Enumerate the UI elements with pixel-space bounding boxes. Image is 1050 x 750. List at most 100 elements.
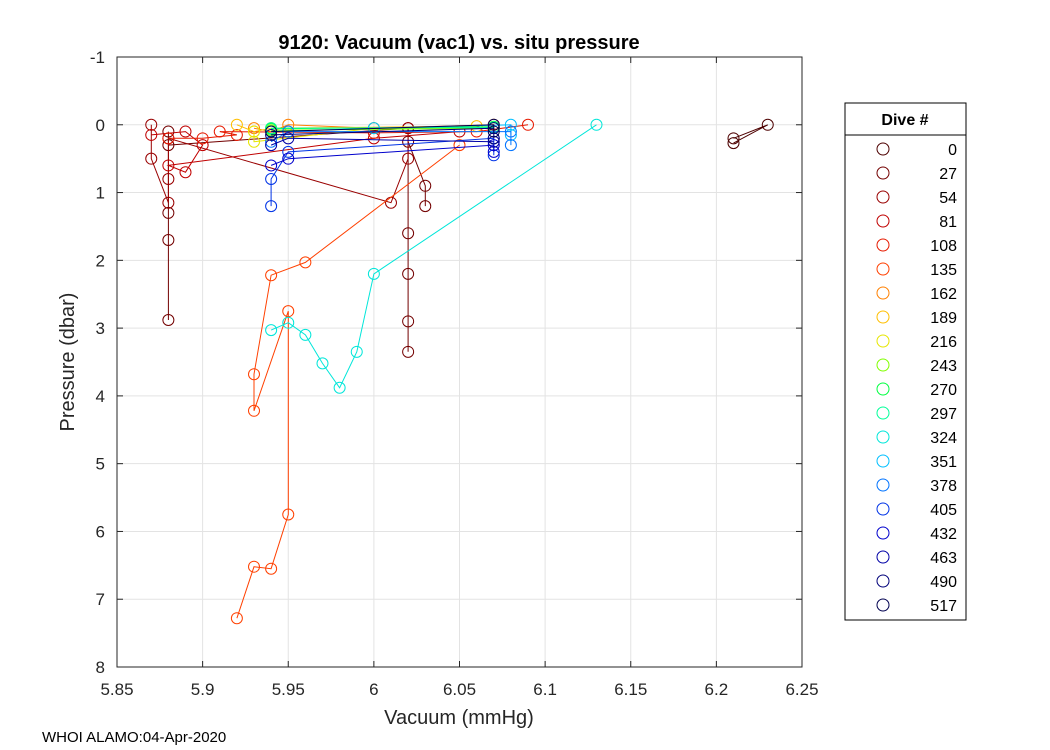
- legend-label: 0: [948, 142, 957, 159]
- data-point: [248, 125, 260, 138]
- legend-marker: [876, 286, 890, 300]
- legend-entry: 81: [876, 214, 957, 231]
- legend-entry: 54: [876, 190, 957, 207]
- legend-label: 405: [930, 502, 957, 519]
- series-line: [270, 124, 597, 389]
- data-point: [727, 132, 740, 145]
- legend-label: 189: [930, 310, 957, 327]
- legend-entry: 297: [876, 406, 957, 423]
- x-tick-label: 6: [369, 680, 378, 699]
- legend-label: 135: [930, 262, 957, 279]
- legend-marker: [876, 334, 890, 348]
- data-point: [265, 135, 278, 148]
- data-point: [162, 173, 175, 185]
- x-tick-label: 6.15: [614, 680, 647, 699]
- data-point: [179, 125, 192, 138]
- data-point: [196, 132, 209, 145]
- data-point: [145, 128, 158, 141]
- data-point: [487, 145, 500, 158]
- legend-marker: [876, 142, 890, 156]
- data-point: [213, 125, 226, 138]
- legend-marker: [876, 574, 890, 588]
- legend-label: 297: [930, 406, 957, 423]
- data-point: [162, 234, 175, 246]
- legend-entry: 162: [876, 286, 957, 303]
- x-tick-label: 6.2: [705, 680, 729, 699]
- legend-marker: [876, 166, 890, 180]
- legend-marker: [876, 406, 890, 420]
- data-point: [265, 128, 278, 141]
- data-point: [162, 132, 175, 145]
- data-point: [282, 152, 295, 165]
- x-tick-label: 5.9: [191, 680, 215, 699]
- legend-marker: [876, 430, 890, 444]
- y-axis-label: Pressure (dbar): [57, 293, 79, 432]
- legend-marker: [876, 190, 890, 204]
- data-point: [402, 152, 415, 165]
- legend-entry: 405: [876, 502, 957, 519]
- legend-entry: 270: [876, 382, 957, 399]
- y-tick-label: 8: [96, 658, 105, 677]
- legend-marker: [876, 478, 890, 492]
- data-point: [402, 227, 415, 240]
- legend-label: 108: [930, 238, 957, 255]
- data-point: [487, 132, 500, 145]
- legend-marker: [876, 598, 890, 612]
- legend-title: Dive #: [881, 112, 928, 129]
- legend-marker: [876, 262, 890, 276]
- data-point: [265, 122, 278, 135]
- legend-marker: [876, 454, 890, 468]
- data-point: [282, 305, 295, 318]
- legend-entry: 243: [876, 358, 957, 375]
- data-point: [316, 357, 329, 370]
- legend-label: 270: [930, 382, 957, 399]
- x-tick-label: 6.25: [785, 680, 818, 699]
- footer-text: WHOI ALAMO:04-Apr-2020: [42, 729, 226, 746]
- y-tick-label: 4: [96, 387, 105, 406]
- legend-label: 54: [939, 190, 957, 207]
- data-point: [196, 139, 209, 152]
- data-point: [299, 328, 312, 341]
- y-tick-label: 1: [96, 184, 105, 203]
- data-point: [590, 118, 603, 131]
- series-line: [236, 144, 460, 619]
- data-point: [504, 118, 517, 131]
- data-point: [402, 345, 415, 358]
- data-point: [145, 152, 158, 165]
- data-point: [402, 315, 415, 328]
- series-line: [271, 127, 494, 131]
- data-point: [350, 345, 363, 358]
- axis-ticks: 5.85 5.9 5.95 6 6.05 6.1 6.15 6.2 6.25 -1 0 1 2 3 4 5 6 7…: [90, 48, 819, 699]
- series-378: [265, 125, 517, 152]
- data-point: [282, 132, 295, 145]
- legend-label: 378: [930, 478, 957, 495]
- data-point: [248, 560, 260, 573]
- data-point: [162, 313, 175, 326]
- data-point: [299, 256, 312, 269]
- data-point: [333, 381, 346, 394]
- y-tick-label: 0: [96, 116, 105, 135]
- data-point: [179, 166, 192, 179]
- series-324: [265, 118, 603, 394]
- x-axis-label: Vacuum (mmHg): [384, 707, 534, 729]
- data-point: [487, 125, 500, 138]
- series-517: [265, 118, 500, 138]
- series-line: [271, 124, 495, 133]
- legend-label: 463: [930, 550, 957, 567]
- chart-title: 9120: Vacuum (vac1) vs. situ pressure: [278, 32, 639, 54]
- x-tick-label: 6.05: [443, 680, 476, 699]
- legend-label: 216: [930, 334, 957, 351]
- legend-label: 517: [930, 598, 957, 615]
- data-point: [453, 139, 466, 152]
- data-point: [162, 206, 175, 219]
- legend-entry: 463: [876, 550, 957, 567]
- legend-label: 243: [930, 358, 957, 375]
- series-line: [236, 124, 477, 133]
- legend-entry: 517: [876, 598, 957, 615]
- data-point: [504, 125, 517, 138]
- data-point: [230, 128, 243, 141]
- legend-box: [844, 102, 967, 621]
- legend-label: 27: [939, 166, 957, 183]
- series-line: [270, 137, 494, 146]
- data-point: [162, 159, 175, 172]
